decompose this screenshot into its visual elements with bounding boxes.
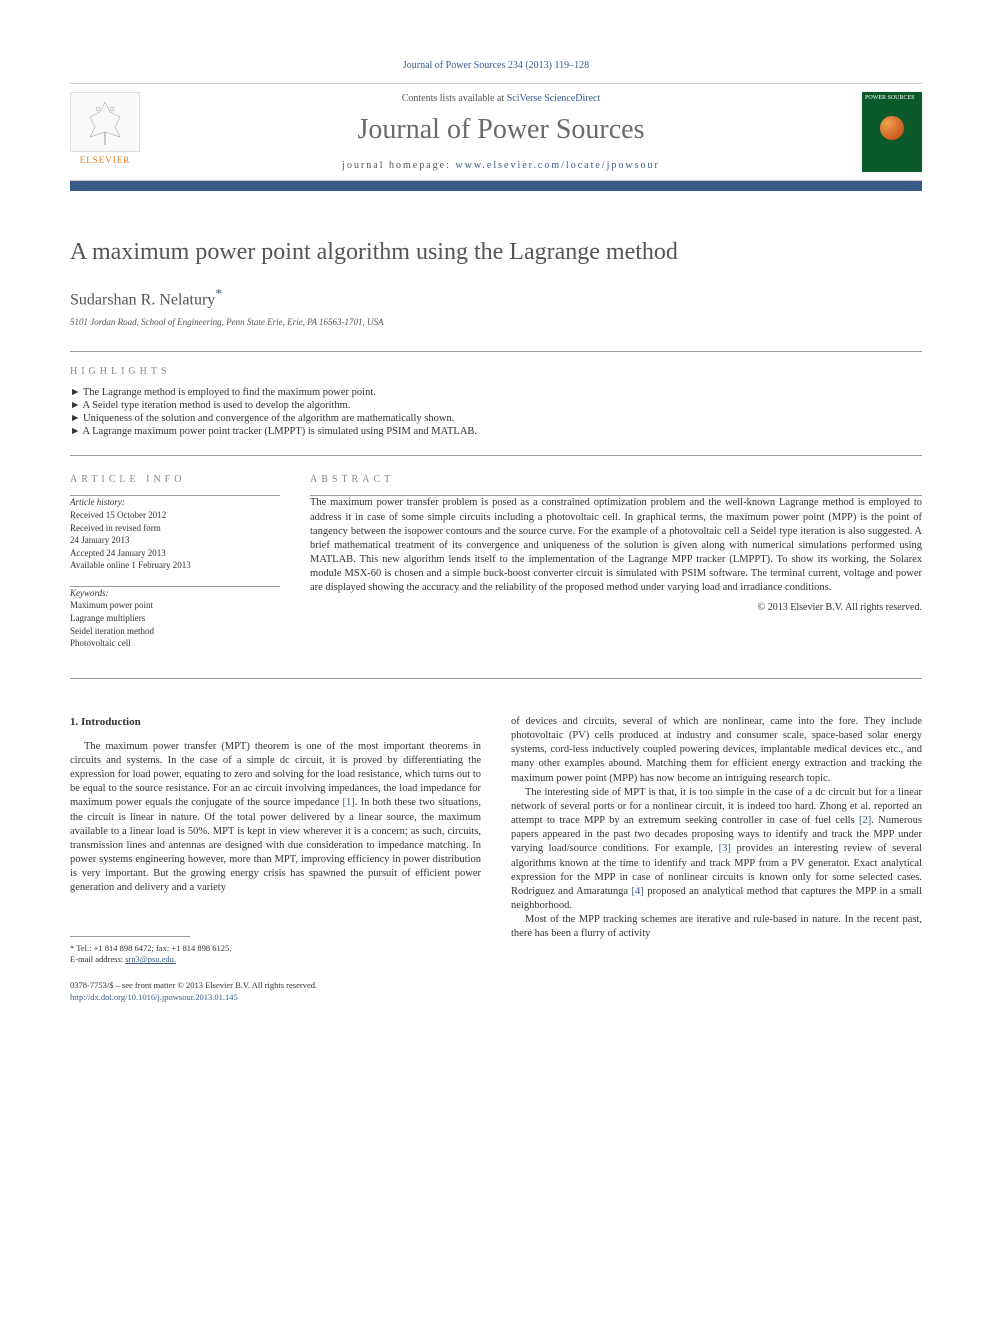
publisher-logo: ELSEVIER: [70, 92, 140, 172]
body-column-right: of devices and circuits, several of whic…: [511, 715, 922, 967]
online-date: Available online 1 February 2013: [70, 559, 280, 572]
keywords-block: Keywords: Maximum power point Lagrange m…: [70, 587, 280, 650]
elsevier-tree-icon: [80, 97, 130, 147]
divider: [70, 678, 922, 679]
doi-link[interactable]: http://dx.doi.org/10.1016/j.jpowsour.201…: [70, 992, 238, 1002]
cover-title: POWER SOURCES: [862, 92, 922, 105]
keyword: Lagrange multipliers: [70, 612, 280, 625]
author-affil-marker: *: [215, 286, 222, 301]
body-paragraph: The maximum power transfer (MPT) theorem…: [70, 740, 481, 896]
page-footer: 0378-7753/$ – see front matter © 2013 El…: [70, 980, 922, 1004]
ref-link[interactable]: [3]: [719, 843, 731, 854]
footnote-tel: * Tel.: +1 814 898 6472; fax: +1 814 898…: [70, 943, 481, 955]
corresponding-footnote: * Tel.: +1 814 898 6472; fax: +1 814 898…: [70, 943, 481, 967]
contents-line: Contents lists available at SciVerse Sci…: [160, 93, 842, 104]
citation: Journal of Power Sources 234 (2013) 119–…: [70, 60, 922, 71]
footnote-rule: [70, 936, 190, 937]
keyword: Seidel iteration method: [70, 625, 280, 638]
journal-name: Journal of Power Sources: [160, 114, 842, 146]
abstract-text: The maximum power transfer problem is po…: [310, 496, 922, 595]
author-name: Sudarshan R. Nelatury*: [70, 286, 922, 309]
accepted-date: Accepted 24 January 2013: [70, 547, 280, 560]
email-label: E-mail address:: [70, 954, 125, 964]
ref-link[interactable]: [2]: [859, 815, 871, 826]
copyright: © 2013 Elsevier B.V. All rights reserved…: [310, 602, 922, 613]
revised-date: 24 January 2013: [70, 534, 280, 547]
body-paragraph: Most of the MPP tracking schemes are ite…: [511, 913, 922, 941]
highlight-item: Uniqueness of the solution and convergen…: [70, 413, 922, 424]
homepage-prefix: journal homepage:: [342, 160, 455, 171]
keyword: Photovoltaic cell: [70, 637, 280, 650]
header-rule: [70, 181, 922, 191]
publisher-name: ELSEVIER: [70, 155, 140, 165]
contents-prefix: Contents lists available at: [402, 93, 507, 104]
body-column-left: 1. Introduction The maximum power transf…: [70, 715, 481, 967]
divider: [70, 351, 922, 352]
author-text: Sudarshan R. Nelatury: [70, 291, 215, 308]
highlight-item: A Seidel type iteration method is used t…: [70, 400, 922, 411]
cover-graphic: [880, 116, 904, 140]
homepage-line: journal homepage: www.elsevier.com/locat…: [160, 160, 842, 171]
highlights-label: HIGHLIGHTS: [70, 366, 922, 377]
article-title: A maximum power point algorithm using th…: [70, 239, 922, 266]
highlights-list: The Lagrange method is employed to find …: [70, 387, 922, 437]
divider: [70, 455, 922, 456]
article-history: Article history: Received 15 October 201…: [70, 496, 280, 572]
journal-cover: POWER SOURCES: [862, 92, 922, 172]
highlight-item: The Lagrange method is employed to find …: [70, 387, 922, 398]
homepage-link[interactable]: www.elsevier.com/locate/jpowsour: [455, 160, 659, 171]
front-matter: 0378-7753/$ – see front matter © 2013 El…: [70, 980, 922, 992]
ref-link[interactable]: [1]: [343, 797, 355, 808]
body-paragraph: The interesting side of MPT is that, it …: [511, 786, 922, 914]
revised-date: Received in revised form: [70, 522, 280, 535]
article-info-label: ARTICLE INFO: [70, 474, 280, 485]
ref-link[interactable]: [4]: [632, 886, 644, 897]
author-affiliation: 5101 Jordan Road, School of Engineering,…: [70, 317, 922, 327]
email-link[interactable]: srn3@psu.edu.: [125, 954, 176, 964]
received-date: Received 15 October 2012: [70, 509, 280, 522]
body-paragraph: of devices and circuits, several of whic…: [511, 715, 922, 786]
abstract-label: ABSTRACT: [310, 474, 922, 485]
sciencedirect-link[interactable]: SciVerse ScienceDirect: [507, 93, 601, 104]
keyword: Maximum power point: [70, 599, 280, 612]
journal-header: ELSEVIER Contents lists available at Sci…: [70, 83, 922, 181]
intro-heading: 1. Introduction: [70, 715, 481, 730]
keywords-label: Keywords:: [70, 587, 280, 600]
history-label: Article history:: [70, 496, 280, 509]
highlight-item: A Lagrange maximum power point tracker (…: [70, 426, 922, 437]
